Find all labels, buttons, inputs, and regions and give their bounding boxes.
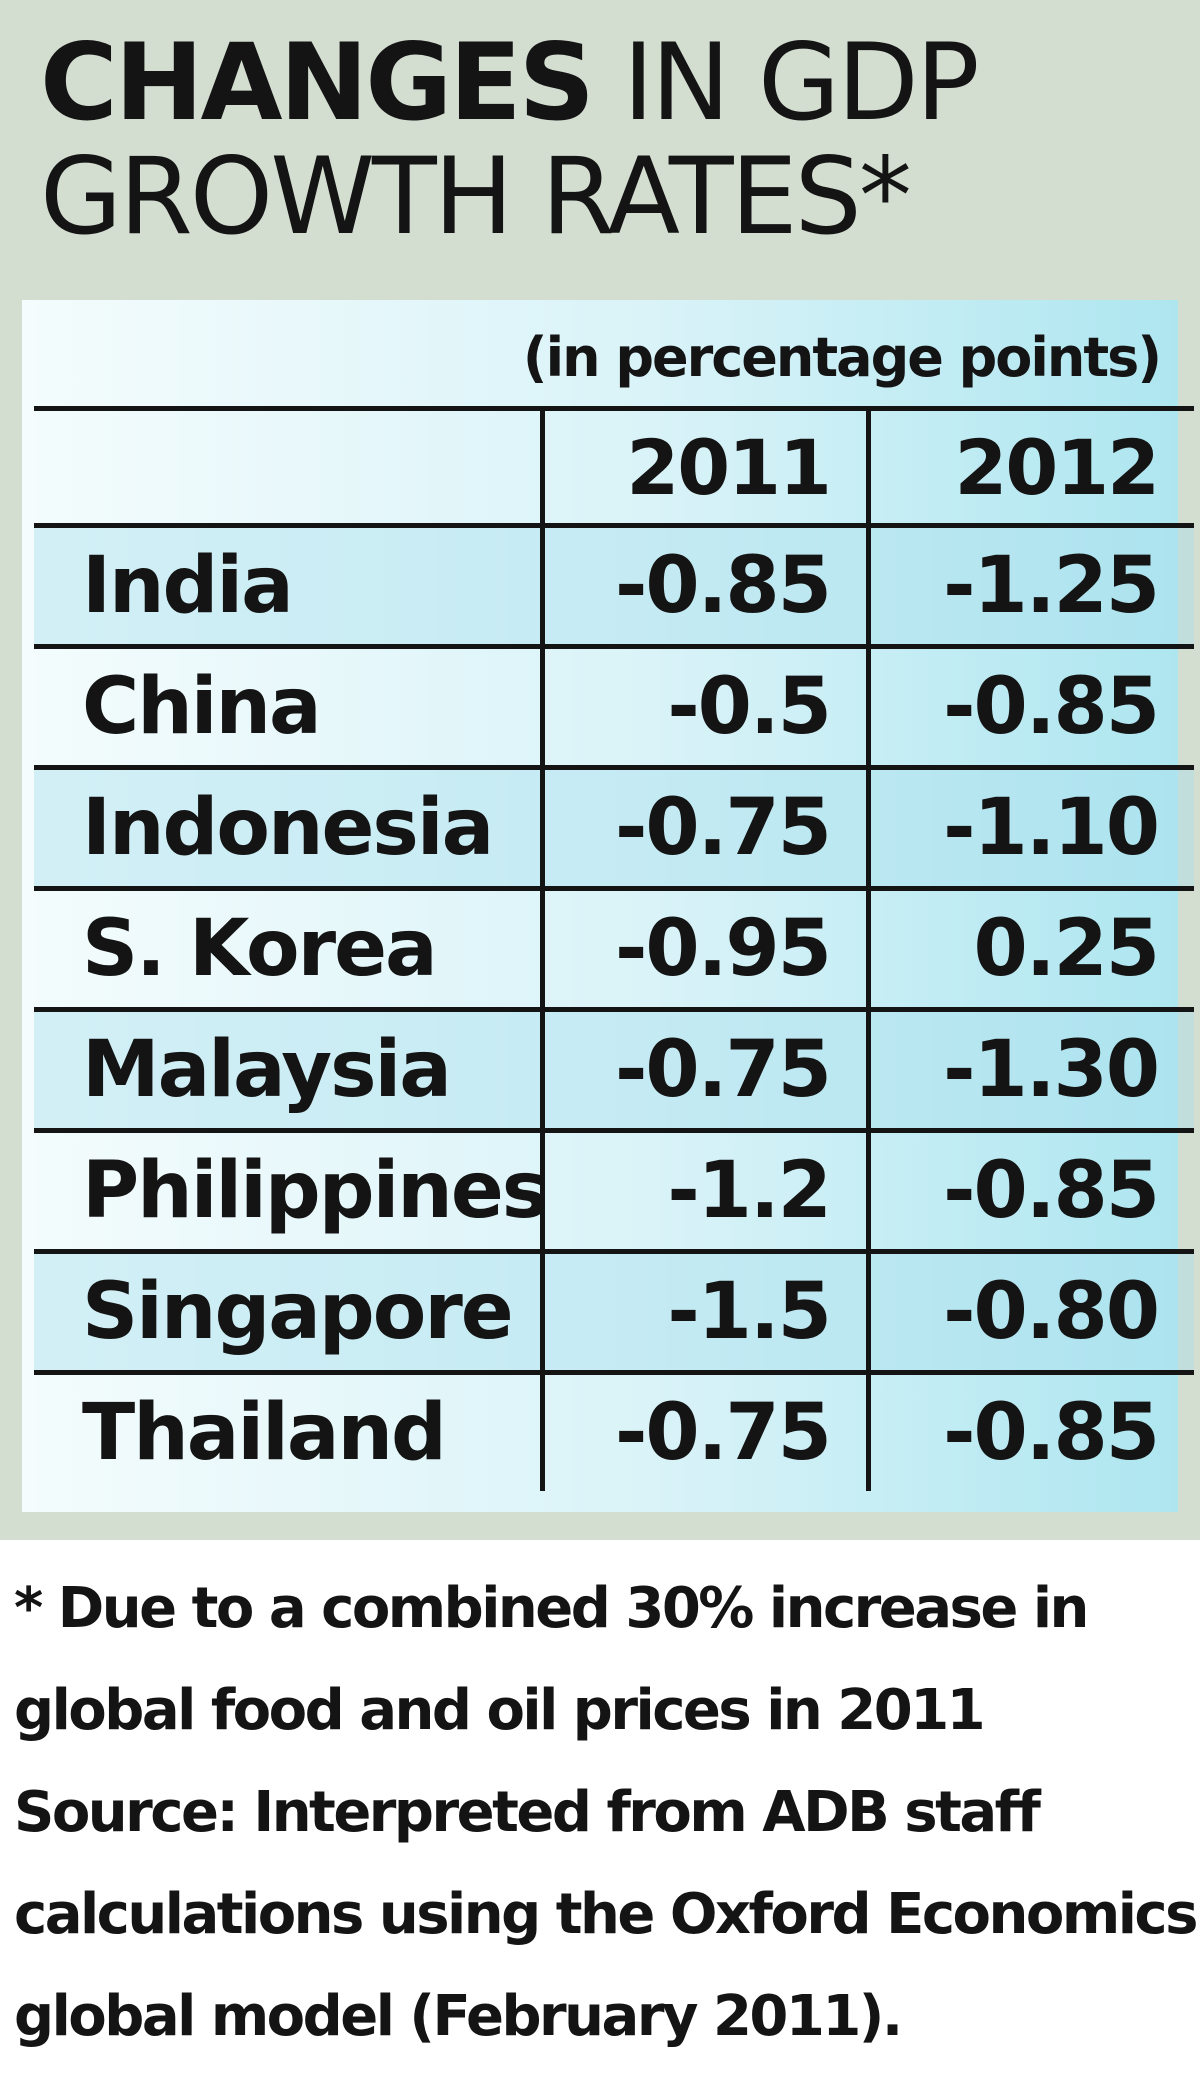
header-year-2011: 2011 bbox=[540, 406, 869, 526]
row-country: China bbox=[34, 644, 543, 768]
row-value-2011: -0.5 bbox=[540, 644, 869, 768]
footnote-line: global food and oil prices in 2011 bbox=[14, 1678, 986, 1743]
notes-section: * Due to a combined 30% increase in glob… bbox=[14, 1558, 1198, 2068]
row-value-2011: -0.75 bbox=[540, 1370, 869, 1491]
chart-title-bold: CHANGES bbox=[40, 21, 595, 144]
gdp-change-table: 2011 2012 India -0.85 -1.25 China -0.5 -… bbox=[34, 406, 1194, 1491]
row-value-2012: -0.85 bbox=[865, 644, 1194, 768]
row-value-2011: -0.75 bbox=[540, 1007, 869, 1131]
table-row: Singapore -1.5 -0.80 bbox=[34, 1249, 1194, 1373]
row-country: S. Korea bbox=[34, 886, 543, 1010]
table-row: S. Korea -0.95 0.25 bbox=[34, 886, 1194, 1010]
source-line: calculations using the Oxford Economics bbox=[14, 1882, 1198, 1947]
row-country: Singapore bbox=[34, 1249, 543, 1373]
table-row: China -0.5 -0.85 bbox=[34, 644, 1194, 768]
row-value-2012: -1.25 bbox=[865, 523, 1194, 647]
row-value-2012: -0.85 bbox=[865, 1128, 1194, 1252]
header-year-2012: 2012 bbox=[865, 406, 1194, 526]
chart-title: CHANGES IN GDP GROWTH RATES* bbox=[40, 26, 1180, 254]
row-value-2011: -1.2 bbox=[540, 1128, 869, 1252]
title-panel: CHANGES IN GDP GROWTH RATES* (in percent… bbox=[0, 0, 1200, 1540]
row-country: Malaysia bbox=[34, 1007, 543, 1131]
source-line: global model (February 2011). bbox=[14, 1984, 903, 2049]
row-value-2011: -0.85 bbox=[540, 523, 869, 647]
row-country: Philippines bbox=[34, 1128, 548, 1252]
table-header-row: 2011 2012 bbox=[34, 406, 1194, 526]
row-value-2011: -0.75 bbox=[540, 765, 869, 889]
table-row: Indonesia -0.75 -1.10 bbox=[34, 765, 1194, 889]
table-row: Malaysia -0.75 -1.30 bbox=[34, 1007, 1194, 1131]
header-country bbox=[34, 406, 543, 526]
row-country: Indonesia bbox=[34, 765, 543, 889]
row-value-2011: -0.95 bbox=[540, 886, 869, 1010]
row-value-2012: -0.80 bbox=[865, 1249, 1194, 1373]
source-line: Source: Interpreted from ADB staff bbox=[14, 1780, 1041, 1845]
unit-label: (in percentage points) bbox=[522, 326, 1162, 389]
table-row: India -0.85 -1.25 bbox=[34, 523, 1194, 647]
row-value-2012: -0.85 bbox=[865, 1370, 1194, 1491]
row-value-2012: -1.10 bbox=[865, 765, 1194, 889]
data-table-panel: (in percentage points) 2011 2012 bbox=[22, 300, 1194, 1512]
table-row: Philippines -1.2 -0.85 bbox=[34, 1128, 1194, 1252]
row-country: Thailand bbox=[34, 1370, 543, 1491]
table-row: Thailand -0.75 -0.85 bbox=[34, 1370, 1194, 1491]
row-value-2012: 0.25 bbox=[865, 886, 1194, 1010]
row-country: India bbox=[34, 523, 543, 647]
row-value-2012: -1.30 bbox=[865, 1007, 1194, 1131]
footnote-line: * Due to a combined 30% increase in bbox=[14, 1576, 1089, 1641]
chart-title-rest: IN GDP GROWTH RATES* bbox=[40, 21, 980, 258]
row-value-2011: -1.5 bbox=[540, 1249, 869, 1373]
